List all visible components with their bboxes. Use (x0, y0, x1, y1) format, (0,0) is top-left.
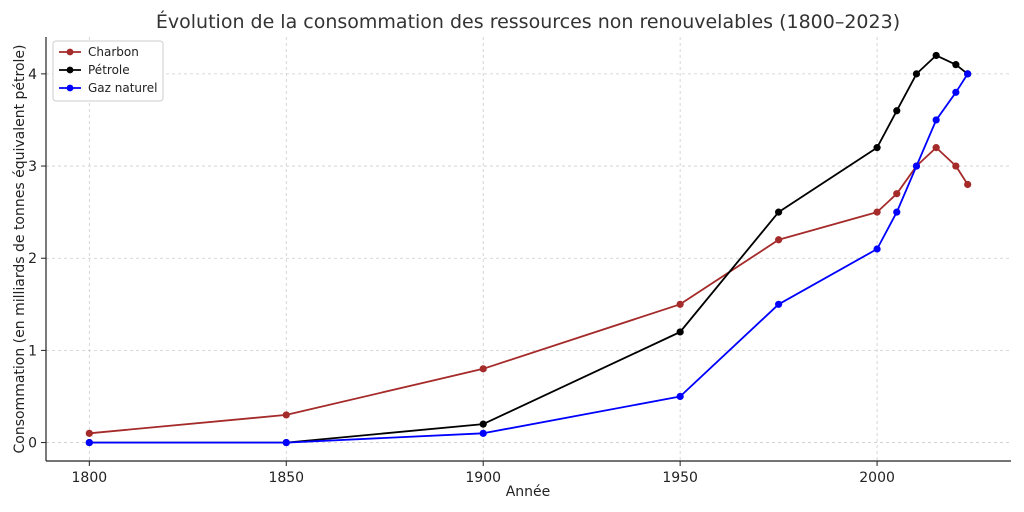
x-tick-label-2: 1900 (465, 470, 501, 486)
y-axis-label: Consommation (en milliards de tonnes équ… (12, 44, 28, 453)
data-point-p-trole-2005 (893, 107, 901, 115)
series-charbon (85, 144, 972, 437)
legend: Charbon Pétrole Gaz naturel (52, 40, 164, 102)
x-axis-label: Année (506, 484, 551, 500)
data-point-charbon-2020 (952, 162, 960, 170)
data-point-p-trole-2020 (952, 61, 960, 69)
x-tick-label-4: 2000 (859, 470, 895, 486)
legend-swatch-marker (66, 66, 74, 74)
legend-item-p-trole: Pétrole (59, 63, 130, 77)
data-point-gaz-naturel-1850 (282, 438, 290, 447)
series-gaz-naturel (85, 70, 972, 447)
data-point-gaz-naturel-2015 (932, 116, 940, 124)
series-p-trole (85, 51, 972, 447)
legend-item-gaz-naturel: Gaz naturel (59, 81, 157, 95)
data-point-gaz-naturel-1900 (479, 429, 487, 437)
data-point-p-trole-1975 (775, 208, 783, 216)
grid-lines (46, 37, 1011, 461)
data-point-gaz-naturel-1975 (775, 300, 783, 308)
data-point-p-trole-1900 (479, 420, 487, 428)
data-point-p-trole-2000 (873, 144, 881, 152)
data-point-gaz-naturel-1800 (85, 438, 93, 447)
data-point-charbon-2023 (964, 180, 972, 189)
data-point-charbon-1975 (775, 236, 783, 244)
data-point-gaz-naturel-1950 (676, 392, 684, 401)
series-line-charbon (89, 146, 969, 435)
axes (41, 37, 1011, 466)
data-point-charbon-2000 (873, 208, 881, 216)
legend-swatch-marker (66, 48, 74, 56)
data-point-gaz-naturel-2000 (873, 245, 881, 253)
y-tick-label-0: 0 (28, 436, 37, 452)
y-tick-label-4: 4 (28, 67, 37, 83)
legend-label: Pétrole (88, 63, 130, 77)
legend-item-charbon: Charbon (59, 45, 139, 59)
x-tick-label-3: 1950 (662, 470, 698, 486)
series-layer (85, 51, 972, 447)
data-point-charbon-2015 (932, 144, 940, 152)
y-tick-label-1: 1 (28, 343, 37, 359)
x-tick-label-0: 1800 (72, 470, 108, 486)
data-point-p-trole-1950 (676, 328, 684, 336)
data-point-charbon-1800 (85, 429, 93, 437)
data-point-gaz-naturel-2020 (952, 88, 960, 96)
data-point-p-trole-2010 (912, 70, 921, 78)
data-point-charbon-2005 (893, 190, 901, 198)
series-line-p-trole (89, 54, 969, 444)
chart-title: Évolution de la consommation des ressour… (156, 10, 900, 33)
x-tick-label-1: 1850 (268, 470, 304, 486)
data-point-gaz-naturel-2023 (964, 70, 972, 78)
y-tick-label-3: 3 (28, 159, 37, 175)
legend-box (52, 40, 164, 102)
legend-swatch-marker (66, 84, 74, 92)
y-tick-label-2: 2 (28, 251, 37, 267)
legend-label: Gaz naturel (88, 81, 157, 95)
tick-labels: 1800 1850 1900 1950 2000 0 1 2 3 4 (28, 67, 895, 486)
data-point-gaz-naturel-2010 (912, 162, 921, 170)
data-point-charbon-1900 (479, 365, 487, 373)
data-point-p-trole-2015 (932, 51, 940, 60)
data-point-gaz-naturel-2005 (893, 208, 901, 216)
data-point-charbon-1950 (676, 300, 684, 308)
data-point-charbon-1850 (282, 411, 290, 419)
legend-label: Charbon (88, 45, 139, 59)
